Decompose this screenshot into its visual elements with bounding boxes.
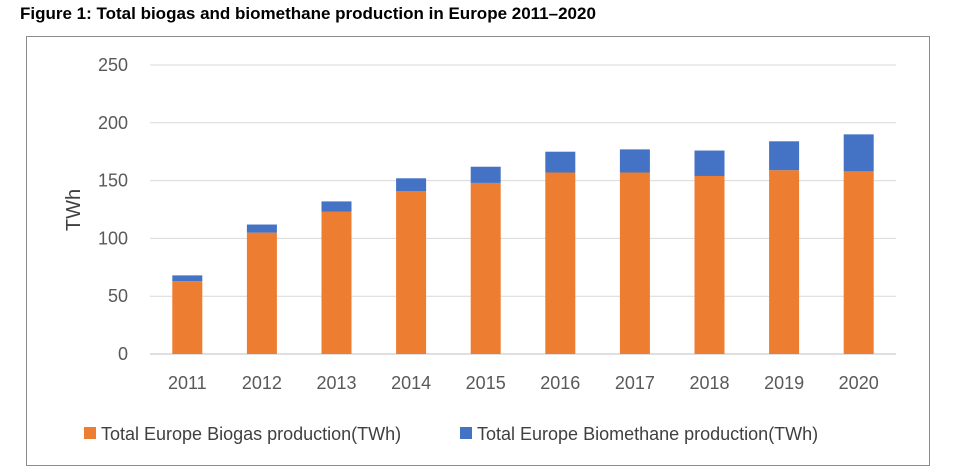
- figure-title: Figure 1: Total biogas and biomethane pr…: [20, 4, 596, 23]
- bar-biogas-2013: [321, 211, 352, 354]
- x-tick-label: 2015: [466, 373, 506, 393]
- y-tick-label: 0: [118, 344, 128, 364]
- bar-biogas-2012: [246, 232, 277, 354]
- bar-biomethane-2017: [619, 149, 650, 173]
- bar-biomethane-2016: [545, 151, 576, 173]
- x-tick-label: 2011: [168, 373, 207, 393]
- bar-biomethane-2014: [396, 178, 427, 192]
- bar-biomethane-2012: [246, 224, 277, 233]
- bar-biomethane-2011: [172, 275, 203, 282]
- y-axis-ticks: 0 50 100 150 200 250: [98, 55, 128, 364]
- x-tick-label: 2019: [764, 373, 804, 393]
- y-tick-label: 100: [98, 228, 128, 248]
- bar-biomethane-2013: [321, 201, 352, 212]
- bar-biogas-2019: [769, 170, 800, 354]
- x-tick-label: 2013: [316, 373, 356, 393]
- y-tick-label: 50: [108, 286, 128, 306]
- x-tick-label: 2017: [615, 373, 655, 393]
- bar-biomethane-2015: [470, 166, 501, 183]
- bars: [172, 134, 874, 354]
- legend-swatch-biogas: [84, 427, 96, 439]
- bar-biogas-2016: [545, 172, 576, 354]
- bar-biogas-2020: [843, 171, 874, 354]
- legend: Total Europe Biogas production(TWh) Total…: [84, 424, 818, 444]
- y-tick-label: 250: [98, 55, 128, 75]
- x-tick-label: 2018: [689, 373, 729, 393]
- legend-label-biomethane: Total Europe Biomethane production(TWh): [477, 424, 818, 444]
- bar-biomethane-2020: [843, 134, 874, 172]
- x-tick-label: 2014: [391, 373, 431, 393]
- y-axis-label: TWh: [63, 189, 85, 231]
- bar-biogas-2018: [694, 175, 725, 354]
- bar-biogas-2015: [470, 182, 501, 354]
- y-tick-label: 150: [98, 171, 128, 191]
- legend-swatch-biomethane: [460, 427, 472, 439]
- bar-biogas-2014: [396, 191, 427, 354]
- bar-biomethane-2019: [769, 141, 800, 171]
- legend-label-biogas: Total Europe Biogas production(TWh): [101, 424, 401, 444]
- bar-biogas-2011: [172, 281, 203, 354]
- bar-biogas-2017: [619, 172, 650, 354]
- x-axis-ticks: 2011 2012 2013 2014 2015 2016 2017 2018 2019 2020: [168, 373, 879, 393]
- x-tick-label: 2016: [540, 373, 580, 393]
- chart-frame: [26, 36, 930, 466]
- bar-biomethane-2018: [694, 150, 725, 176]
- x-tick-label: 2012: [242, 373, 282, 393]
- y-tick-label: 200: [98, 113, 128, 133]
- x-tick-label: 2020: [839, 373, 879, 393]
